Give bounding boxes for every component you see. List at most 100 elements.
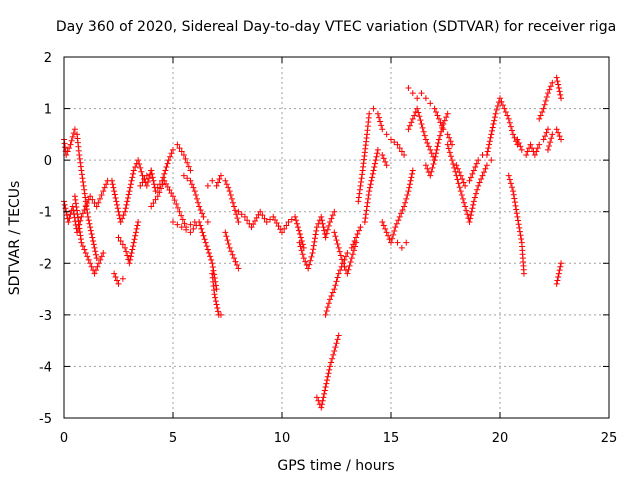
data-point — [324, 377, 331, 384]
data-point — [150, 200, 157, 207]
data-point — [355, 194, 362, 201]
data-point — [79, 175, 86, 182]
data-point — [434, 112, 441, 119]
data-point — [124, 194, 131, 201]
data-point — [75, 218, 82, 225]
data-point — [187, 229, 194, 236]
data-point — [234, 215, 241, 222]
data-point — [558, 136, 565, 143]
data-point — [432, 153, 439, 160]
data-point — [506, 176, 513, 183]
data-point — [285, 219, 292, 226]
data-point — [129, 174, 136, 181]
series-track-25 — [422, 110, 451, 179]
data-point — [553, 280, 560, 287]
data-point — [122, 208, 129, 215]
data-point — [199, 229, 206, 236]
data-point — [228, 248, 235, 255]
data-point — [200, 213, 207, 220]
data-point — [398, 210, 405, 217]
data-point — [322, 234, 329, 241]
data-point — [418, 121, 425, 128]
data-point — [143, 182, 150, 189]
data-point — [358, 175, 365, 182]
data-point — [544, 126, 551, 133]
data-point — [112, 194, 119, 201]
data-point — [344, 249, 351, 256]
data-point — [302, 258, 309, 265]
data-point — [320, 394, 327, 401]
data-point — [355, 198, 362, 205]
data-point — [473, 160, 480, 167]
data-point — [297, 243, 304, 250]
data-point — [450, 161, 457, 168]
data-point — [411, 112, 418, 119]
data-point — [167, 153, 174, 160]
data-point — [336, 248, 343, 255]
data-point — [81, 246, 88, 253]
data-point — [209, 263, 216, 270]
data-point — [536, 141, 543, 148]
data-point — [275, 223, 282, 230]
series-track-10 — [209, 270, 224, 318]
data-point — [406, 122, 413, 129]
data-point — [119, 275, 126, 282]
data-point — [446, 149, 453, 156]
data-point — [546, 142, 553, 149]
data-point — [117, 219, 124, 226]
data-point — [471, 194, 478, 201]
data-point — [217, 172, 224, 179]
data-point — [369, 174, 376, 181]
data-point — [130, 167, 137, 174]
data-point — [370, 167, 377, 174]
data-point — [143, 172, 150, 179]
data-point — [86, 220, 93, 227]
data-point — [61, 201, 68, 208]
data-point — [257, 208, 264, 215]
data-point — [515, 139, 522, 146]
data-point — [342, 253, 349, 260]
data-point — [198, 225, 205, 232]
data-point — [192, 191, 199, 198]
data-point — [187, 167, 194, 174]
data-point — [469, 170, 476, 177]
data-point — [349, 251, 356, 258]
data-point — [558, 95, 565, 102]
data-point — [150, 177, 157, 184]
data-point — [470, 198, 477, 205]
data-point — [215, 308, 222, 315]
data-point — [501, 105, 508, 112]
data-point — [238, 211, 245, 218]
data-point — [474, 186, 481, 193]
data-point — [543, 93, 550, 100]
data-point — [473, 190, 480, 197]
data-point — [547, 139, 554, 146]
data-point — [326, 296, 333, 303]
data-point — [251, 217, 258, 224]
data-point — [88, 231, 95, 238]
data-point — [77, 236, 84, 243]
data-point — [352, 243, 359, 250]
data-point — [78, 213, 85, 220]
data-point — [467, 215, 474, 222]
data-point — [404, 191, 411, 198]
data-point — [112, 274, 119, 281]
data-point — [235, 265, 242, 272]
data-point — [366, 188, 373, 195]
data-point — [322, 311, 329, 318]
data-point — [553, 74, 560, 81]
data-point — [433, 109, 440, 116]
data-point — [399, 206, 406, 213]
data-point — [103, 181, 110, 188]
data-point — [367, 181, 374, 188]
data-point — [540, 105, 547, 112]
data-point — [267, 216, 274, 223]
data-point — [225, 240, 232, 247]
data-point — [454, 165, 461, 172]
data-point — [484, 148, 491, 155]
data-point — [353, 239, 360, 246]
data-point — [456, 184, 463, 191]
data-point — [456, 169, 463, 176]
data-point — [73, 203, 80, 210]
data-point — [313, 394, 320, 401]
